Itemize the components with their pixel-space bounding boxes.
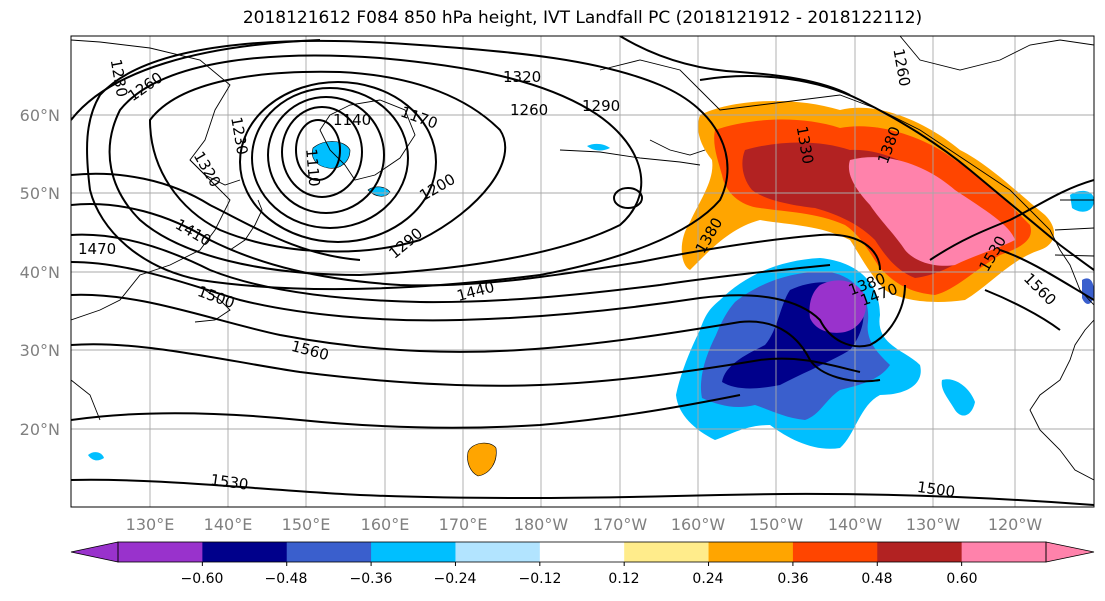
lat-label: 60°N [20, 106, 60, 125]
negative-anomaly-region [88, 141, 1094, 461]
colorbar-segment [455, 542, 541, 562]
lat-label: 50°N [20, 184, 60, 203]
latitude-labels: 60°N 50°N 40°N 30°N 20°N [20, 106, 60, 439]
plot-area: 1230 1260 1320 1290 1260 1140 1170 1110 … [71, 36, 1094, 507]
colorbar [70, 541, 1095, 566]
colorbar-label: 0.36 [777, 571, 808, 587]
colorbar-label: 0.48 [861, 571, 892, 587]
lon-label: 130°W [906, 515, 961, 534]
colorbar-label: −0.60 [181, 571, 224, 587]
colorbar-segment [624, 542, 710, 562]
lon-label: 120°W [988, 515, 1043, 534]
colorbar-segment [371, 542, 456, 562]
contour-label: 1110 [302, 148, 323, 188]
lon-label: 150°W [749, 515, 804, 534]
colorbar-label: −0.36 [350, 571, 393, 587]
lon-label: 140°W [828, 515, 883, 534]
contour-label: 1470 [78, 240, 116, 258]
contour-label: 1320 [503, 68, 541, 86]
contour-label: 1530 [209, 471, 249, 494]
colorbar-labels: −0.60 −0.48 −0.36 −0.24 −0.12 0.12 0.24 … [181, 571, 978, 587]
lon-label: 140°E [204, 515, 253, 534]
colorbar-segment [961, 542, 1047, 562]
longitude-labels: 130°E 140°E 150°E 160°E 170°E 180°W 170°… [126, 515, 1043, 534]
contour-label: 1260 [510, 101, 548, 119]
colorbar-segment [877, 542, 963, 562]
colorbar-frame [117, 541, 1047, 563]
colorbar-segment [286, 542, 372, 562]
positive-anomaly-region [467, 100, 1055, 477]
colorbar-label: −0.12 [519, 571, 562, 587]
colorbar-label: −0.48 [265, 571, 308, 587]
lon-label: 150°E [282, 515, 331, 534]
colorbar-label: 0.60 [946, 571, 977, 587]
colorbar-extend-min [70, 541, 119, 563]
map-title: 2018121612 F084 850 hPa height, IVT Land… [242, 8, 923, 28]
lon-label: 160°E [361, 515, 410, 534]
colorbar-segment [708, 542, 794, 562]
colorbar-segment [118, 542, 203, 562]
lat-label: 40°N [20, 263, 60, 282]
colorbar-segment [792, 542, 878, 562]
lon-label: 180°W [514, 515, 569, 534]
lon-label: 170°E [439, 515, 488, 534]
colorbar-label: 0.24 [692, 571, 723, 587]
lat-label: 20°N [20, 420, 60, 439]
contour-label: 1140 [333, 111, 371, 129]
plot-frame [70, 35, 1095, 508]
contour-label: 1500 [916, 478, 956, 501]
colorbar-label: −0.24 [434, 571, 477, 587]
lon-label: 170°W [593, 515, 648, 534]
height-contours [71, 36, 1094, 506]
contour-label: 1290 [582, 97, 620, 115]
lon-label: 130°E [126, 515, 175, 534]
colorbar-label: 0.12 [608, 571, 639, 587]
lat-label: 30°N [20, 341, 60, 360]
colorbar-segment [539, 542, 625, 562]
lon-label: 160°W [671, 515, 726, 534]
colorbar-extend-max [1045, 541, 1095, 563]
colorbar-segment [202, 542, 288, 562]
